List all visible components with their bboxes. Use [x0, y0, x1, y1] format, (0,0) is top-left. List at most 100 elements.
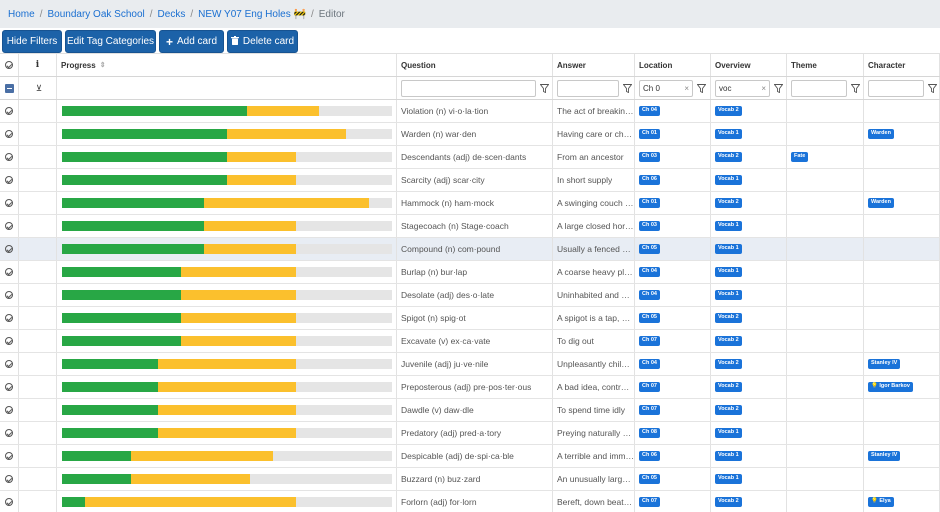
theme-cell[interactable]	[787, 169, 864, 191]
question-cell[interactable]: Warden (n) war·den	[397, 123, 553, 145]
filter-icon[interactable]	[773, 83, 784, 94]
overview-cell[interactable]: Vocab 1	[711, 238, 787, 260]
location-cell[interactable]: Ch 04	[635, 261, 711, 283]
character-cell[interactable]	[864, 307, 940, 329]
table-row[interactable]: Excavate (v) ex·ca·vate To dig out Ch 07 Vo…	[0, 330, 940, 353]
character-cell[interactable]	[864, 399, 940, 421]
question-cell[interactable]: Despicable (adj) de·spi·ca·ble	[397, 445, 553, 467]
table-row[interactable]: Descendants (adj) de·scen·dants From an a…	[0, 146, 940, 169]
question-cell[interactable]: Juvenile (adj) ju·ve·nile	[397, 353, 553, 375]
answer-cell[interactable]: Bereft, down beat, sad	[553, 491, 635, 512]
column-theme[interactable]: Theme	[787, 54, 864, 76]
overview-cell[interactable]: Vocab 2	[711, 376, 787, 398]
column-progress[interactable]: Progress ⇕	[57, 54, 397, 76]
character-cell[interactable]	[864, 261, 940, 283]
overview-cell[interactable]: Vocab 2	[711, 330, 787, 352]
hide-filters-button[interactable]: Hide Filters	[2, 30, 62, 53]
question-cell[interactable]: Stagecoach (n) Stage·coach	[397, 215, 553, 237]
table-row[interactable]: Preposterous (adj) pre·pos·ter·ous A bad …	[0, 376, 940, 399]
row-select-icon[interactable]	[0, 123, 19, 145]
table-row[interactable]: Stagecoach (n) Stage·coach A large closed…	[0, 215, 940, 238]
filter-icon[interactable]	[696, 83, 707, 94]
theme-cell[interactable]	[787, 100, 864, 122]
breadcrumb-decks[interactable]: Decks	[157, 8, 186, 20]
table-row[interactable]: Dawdle (v) daw·dle To spend time idly Ch 0…	[0, 399, 940, 422]
question-cell[interactable]: Dawdle (v) daw·dle	[397, 399, 553, 421]
row-select-icon[interactable]	[0, 330, 19, 352]
answer-cell[interactable]: A swinging couch or bed	[553, 192, 635, 214]
theme-cell[interactable]	[787, 284, 864, 306]
character-filter-input[interactable]	[868, 79, 924, 97]
overview-cell[interactable]: Vocab 1	[711, 169, 787, 191]
table-row[interactable]: Violation (n) vi·o·la·tion The act of bre…	[0, 100, 940, 123]
overview-cell[interactable]: Vocab 2	[711, 353, 787, 375]
question-cell[interactable]: Buzzard (n) buz·zard	[397, 468, 553, 490]
theme-cell[interactable]	[787, 399, 864, 421]
row-select-icon[interactable]	[0, 261, 19, 283]
filter-icon[interactable]: ⊻	[35, 82, 43, 93]
row-select-icon[interactable]	[0, 146, 19, 168]
select-all-icon[interactable]	[0, 54, 19, 76]
overview-cell[interactable]: Vocab 2	[711, 491, 787, 512]
character-cell[interactable]	[864, 215, 940, 237]
location-cell[interactable]: Ch 05	[635, 238, 711, 260]
question-cell[interactable]: Violation (n) vi·o·la·tion	[397, 100, 553, 122]
row-select-icon[interactable]	[0, 376, 19, 398]
character-cell[interactable]	[864, 284, 940, 306]
table-row[interactable]: Predatory (adj) pred·a·tory Preying natur…	[0, 422, 940, 445]
overview-cell[interactable]: Vocab 1	[711, 123, 787, 145]
location-cell[interactable]: Ch 07	[635, 399, 711, 421]
row-select-icon[interactable]	[0, 238, 19, 260]
location-cell[interactable]: Ch 01	[635, 123, 711, 145]
answer-cell[interactable]: To spend time idly	[553, 399, 635, 421]
row-select-icon[interactable]	[0, 491, 19, 512]
table-row[interactable]: Buzzard (n) buz·zard An unusually large b…	[0, 468, 940, 491]
overview-cell[interactable]: Vocab 2	[711, 192, 787, 214]
theme-cell[interactable]	[787, 445, 864, 467]
character-cell[interactable]: 💡 Elya	[864, 491, 940, 512]
column-answer[interactable]: Answer	[553, 54, 635, 76]
add-card-button[interactable]: + Add card	[159, 30, 224, 53]
character-cell[interactable]	[864, 468, 940, 490]
theme-cell[interactable]	[787, 353, 864, 375]
answer-cell[interactable]: Usually a fenced or walled	[553, 238, 635, 260]
location-cell[interactable]: Ch 05	[635, 468, 711, 490]
deselect-icon[interactable]	[0, 77, 19, 99]
answer-cell[interactable]: To dig out	[553, 330, 635, 352]
overview-cell[interactable]: Vocab 1	[711, 261, 787, 283]
row-select-icon[interactable]	[0, 399, 19, 421]
theme-cell[interactable]	[787, 215, 864, 237]
theme-cell[interactable]	[787, 238, 864, 260]
answer-cell[interactable]: A coarse heavy plain-woven	[553, 261, 635, 283]
edit-tag-categories-button[interactable]: Edit Tag Categories	[65, 30, 156, 53]
question-cell[interactable]: Excavate (v) ex·ca·vate	[397, 330, 553, 352]
answer-cell[interactable]: Unpleasantly childish	[553, 353, 635, 375]
column-overview[interactable]: Overview	[711, 54, 787, 76]
overview-cell[interactable]: Vocab 1	[711, 422, 787, 444]
answer-cell[interactable]: From an ancestor	[553, 146, 635, 168]
sort-icon[interactable]: ⇕	[99, 62, 106, 69]
row-select-icon[interactable]	[0, 284, 19, 306]
answer-cell[interactable]: An unusually large bird	[553, 468, 635, 490]
question-cell[interactable]: Hammock (n) ham·mock	[397, 192, 553, 214]
overview-cell[interactable]: Vocab 2	[711, 307, 787, 329]
table-row[interactable]: Scarcity (adj) scar·city In short supply C…	[0, 169, 940, 192]
question-cell[interactable]: Burlap (n) bur·lap	[397, 261, 553, 283]
answer-filter-input[interactable]	[557, 79, 619, 97]
question-cell[interactable]: Scarcity (adj) scar·city	[397, 169, 553, 191]
theme-cell[interactable]	[787, 192, 864, 214]
theme-cell[interactable]	[787, 376, 864, 398]
overview-cell[interactable]: Vocab 2	[711, 399, 787, 421]
answer-cell[interactable]: A large closed horse-drawn	[553, 215, 635, 237]
table-row[interactable]: Warden (n) war·den Having care or charge …	[0, 123, 940, 146]
location-cell[interactable]: Ch 06	[635, 445, 711, 467]
location-cell[interactable]: Ch 07	[635, 376, 711, 398]
theme-cell[interactable]	[787, 261, 864, 283]
question-cell[interactable]: Forlorn (adj) for·lorn	[397, 491, 553, 512]
character-cell[interactable]	[864, 100, 940, 122]
answer-cell[interactable]: Uninhabited and gloomy	[553, 284, 635, 306]
breadcrumb-school[interactable]: Boundary Oak School	[47, 8, 145, 20]
location-cell[interactable]: Ch 04	[635, 100, 711, 122]
location-filter-input[interactable]: Ch 0 ×	[639, 79, 693, 97]
row-select-icon[interactable]	[0, 468, 19, 490]
